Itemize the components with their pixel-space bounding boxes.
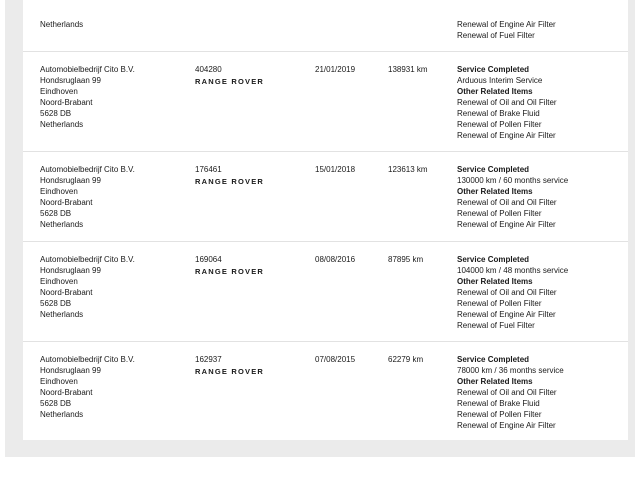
dealer-province: Noord-Brabant	[40, 198, 93, 207]
dealer-address: Automobielbedrijf Cito B.V. Hondsruglaan…	[40, 354, 135, 420]
service-details: Service Completed 78000 km / 36 months s…	[457, 354, 564, 431]
related-item: Renewal of Oil and Oil Filter	[457, 98, 557, 107]
related-item: Renewal of Engine Air Filter	[457, 310, 556, 319]
dealer-street: Hondsruglaan 99	[40, 266, 101, 275]
dealer-street: Hondsruglaan 99	[40, 76, 101, 85]
service-type: 104000 km / 48 months service	[457, 266, 569, 275]
related-item: Renewal of Pollen Filter	[457, 120, 542, 129]
dealer-country: Netherlands	[40, 120, 84, 129]
other-items-heading: Other Related Items	[457, 277, 533, 286]
related-item: Renewal of Fuel Filter	[457, 31, 535, 40]
mileage: 87895 km	[388, 255, 424, 264]
related-item: Renewal of Engine Air Filter	[457, 20, 556, 29]
other-items-heading: Other Related Items	[457, 377, 533, 386]
service-details: Service Completed 104000 km / 48 months …	[457, 254, 568, 331]
service-heading: Service Completed	[457, 65, 530, 74]
related-item: Renewal of Brake Fluid	[457, 399, 540, 408]
related-item: Renewal of Fuel Filter	[457, 321, 535, 330]
dealer-reference: 404280 RANGE ROVER	[195, 64, 264, 87]
service-record: Automobielbedrijf Cito B.V. Hondsruglaan…	[23, 52, 628, 152]
service-type: 78000 km / 36 months service	[457, 366, 564, 375]
dealer-postcode: 5628 DB	[40, 209, 72, 218]
service-date: 08/08/2016	[315, 255, 356, 264]
brand-logo: RANGE ROVER	[195, 267, 265, 276]
dealer-reference: 162937 RANGE ROVER	[195, 354, 264, 377]
dealer-address: Automobielbedrijf Cito B.V. Hondsruglaan…	[40, 164, 135, 230]
related-item: Renewal of Oil and Oil Filter	[457, 388, 557, 397]
dealer-country: Netherlands	[40, 310, 84, 319]
related-item: Renewal of Engine Air Filter	[457, 421, 556, 430]
service-date: 15/01/2018	[315, 165, 356, 174]
service-details: Service Completed Arduous Interim Servic…	[457, 64, 557, 141]
service-details: Renewal of Engine Air Filter Renewal of …	[457, 19, 556, 41]
dealer-address: Automobielbedrijf Cito B.V. Hondsruglaan…	[40, 254, 135, 320]
dealer-city: Eindhoven	[40, 277, 78, 286]
service-type: Arduous Interim Service	[457, 76, 543, 85]
service-record: Automobielbedrijf Cito B.V. Hondsruglaan…	[23, 242, 628, 342]
other-items-heading: Other Related Items	[457, 87, 533, 96]
service-details: Service Completed 130000 km / 60 months …	[457, 164, 568, 230]
related-item: Renewal of Brake Fluid	[457, 109, 540, 118]
related-item: Renewal of Engine Air Filter	[457, 220, 556, 229]
service-date: 21/01/2019	[315, 65, 356, 74]
service-heading: Service Completed	[457, 165, 530, 174]
dealer-name: Automobielbedrijf Cito B.V.	[40, 165, 135, 174]
dealer-province: Noord-Brabant	[40, 288, 93, 297]
dealer-province: Noord-Brabant	[40, 98, 93, 107]
mileage: 62279 km	[388, 355, 424, 364]
service-history-panel: Netherlands Renewal of Engine Air Filter…	[23, 0, 628, 440]
dealer-name: Automobielbedrijf Cito B.V.	[40, 65, 135, 74]
page-background: Netherlands Renewal of Engine Air Filter…	[5, 0, 635, 457]
service-record-partial: Netherlands Renewal of Engine Air Filter…	[23, 0, 628, 52]
dealer-code: 176461	[195, 165, 222, 174]
dealer-street: Hondsruglaan 99	[40, 366, 101, 375]
dealer-code: 162937	[195, 355, 222, 364]
mileage: 123613 km	[388, 165, 428, 174]
dealer-address: Automobielbedrijf Cito B.V. Hondsruglaan…	[40, 64, 135, 130]
dealer-reference: 169064 RANGE ROVER	[195, 254, 264, 277]
dealer-code: 169064	[195, 255, 222, 264]
related-item: Renewal of Pollen Filter	[457, 209, 542, 218]
related-item: Renewal of Pollen Filter	[457, 410, 542, 419]
service-date: 07/08/2015	[315, 355, 356, 364]
brand-logo: RANGE ROVER	[195, 177, 265, 186]
dealer-country: Netherlands	[40, 410, 84, 419]
related-item: Renewal of Oil and Oil Filter	[457, 198, 557, 207]
dealer-postcode: 5628 DB	[40, 299, 72, 308]
related-item: Renewal of Engine Air Filter	[457, 131, 556, 140]
dealer-postcode: 5628 DB	[40, 109, 72, 118]
dealer-address: Netherlands	[40, 19, 83, 30]
service-record: Automobielbedrijf Cito B.V. Hondsruglaan…	[23, 152, 628, 242]
related-item: Renewal of Oil and Oil Filter	[457, 288, 557, 297]
service-heading: Service Completed	[457, 255, 530, 264]
dealer-city: Eindhoven	[40, 377, 78, 386]
related-item: Renewal of Pollen Filter	[457, 299, 542, 308]
dealer-country: Netherlands	[40, 220, 84, 229]
service-record: Automobielbedrijf Cito B.V. Hondsruglaan…	[23, 342, 628, 440]
brand-logo: RANGE ROVER	[195, 77, 265, 86]
dealer-city: Eindhoven	[40, 187, 78, 196]
dealer-city: Eindhoven	[40, 87, 78, 96]
dealer-street: Hondsruglaan 99	[40, 176, 101, 185]
service-heading: Service Completed	[457, 355, 530, 364]
dealer-postcode: 5628 DB	[40, 399, 72, 408]
dealer-name: Automobielbedrijf Cito B.V.	[40, 255, 135, 264]
dealer-address-line: Netherlands	[40, 20, 84, 29]
other-items-heading: Other Related Items	[457, 187, 533, 196]
dealer-province: Noord-Brabant	[40, 388, 93, 397]
dealer-reference: 176461 RANGE ROVER	[195, 164, 264, 187]
service-type: 130000 km / 60 months service	[457, 176, 569, 185]
brand-logo: RANGE ROVER	[195, 367, 265, 376]
mileage: 138931 km	[388, 65, 428, 74]
dealer-code: 404280	[195, 65, 222, 74]
dealer-name: Automobielbedrijf Cito B.V.	[40, 355, 135, 364]
